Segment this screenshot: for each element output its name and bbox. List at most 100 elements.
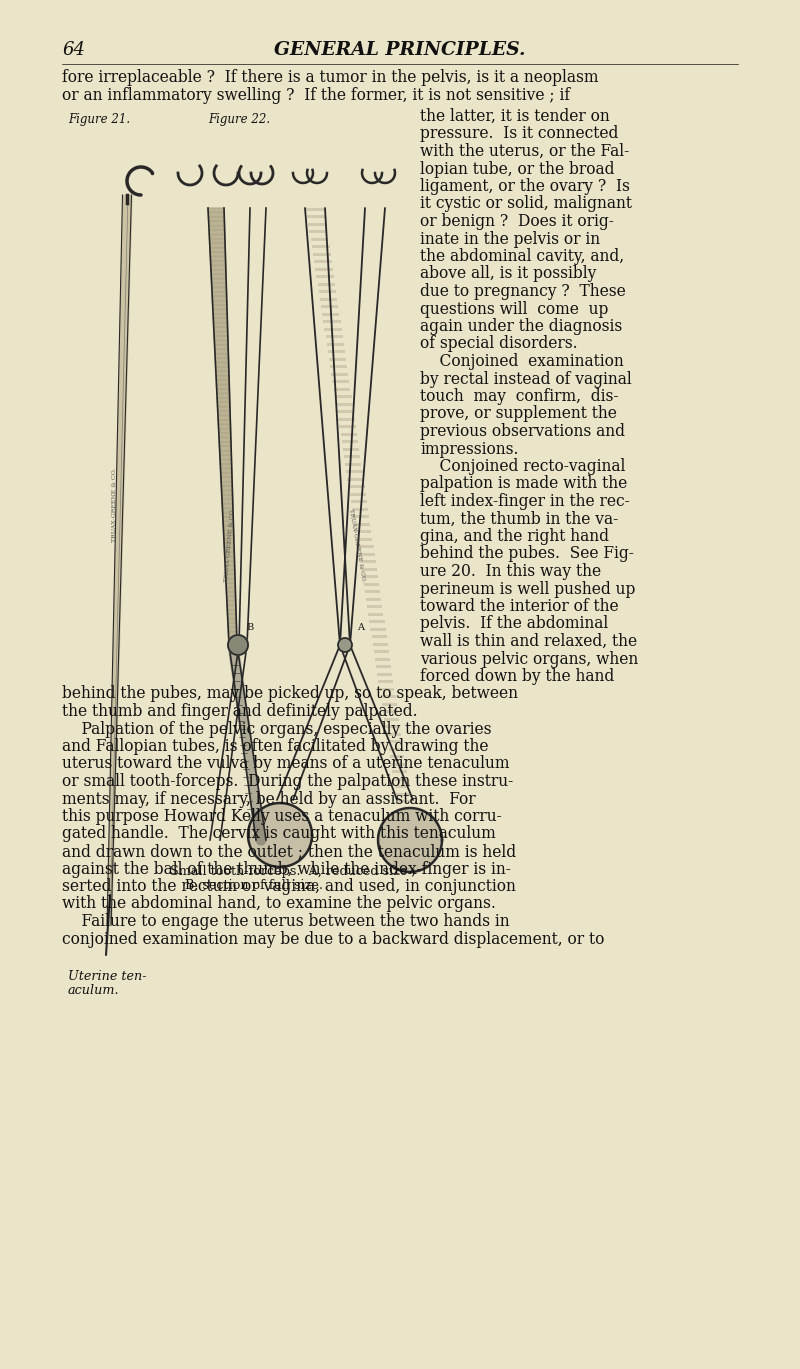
Text: by rectal instead of vaginal: by rectal instead of vaginal <box>420 371 632 387</box>
Text: impressions.: impressions. <box>420 441 518 457</box>
Polygon shape <box>215 363 229 367</box>
Polygon shape <box>378 672 392 676</box>
Polygon shape <box>221 468 232 472</box>
Polygon shape <box>386 726 400 728</box>
Polygon shape <box>391 763 406 765</box>
Polygon shape <box>223 522 234 526</box>
Polygon shape <box>248 804 312 867</box>
Text: questions will  come  up: questions will come up <box>420 301 608 318</box>
Polygon shape <box>376 665 391 668</box>
Polygon shape <box>384 717 398 720</box>
Polygon shape <box>217 393 230 398</box>
Polygon shape <box>333 381 350 383</box>
Polygon shape <box>366 598 381 601</box>
Text: again under the diagnosis: again under the diagnosis <box>420 318 622 335</box>
Text: Palpation of the pelvic organs, especially the ovaries: Palpation of the pelvic organs, especial… <box>62 720 491 738</box>
Polygon shape <box>229 641 237 645</box>
Polygon shape <box>354 523 370 526</box>
Polygon shape <box>215 353 229 359</box>
Polygon shape <box>210 252 226 256</box>
Polygon shape <box>227 615 236 619</box>
Text: gina, and the right hand: gina, and the right hand <box>420 528 609 545</box>
Text: conjoined examination may be due to a backward displacement, or to: conjoined examination may be due to a ba… <box>62 931 604 947</box>
Polygon shape <box>339 426 356 428</box>
Polygon shape <box>226 570 235 575</box>
Polygon shape <box>314 260 332 263</box>
Polygon shape <box>220 460 232 464</box>
Polygon shape <box>225 552 234 557</box>
Polygon shape <box>210 240 225 244</box>
Polygon shape <box>323 320 341 323</box>
Polygon shape <box>392 769 406 773</box>
Polygon shape <box>368 613 383 616</box>
Polygon shape <box>218 411 230 415</box>
Text: wall is thin and relaxed, the: wall is thin and relaxed, the <box>420 632 637 650</box>
Polygon shape <box>334 396 351 398</box>
Text: 64: 64 <box>62 41 85 59</box>
Text: Small tooth-forceps.  A, reduced size ;: Small tooth-forceps. A, reduced size ; <box>170 865 416 878</box>
Polygon shape <box>370 620 385 623</box>
Polygon shape <box>216 375 229 381</box>
Polygon shape <box>378 680 394 683</box>
Polygon shape <box>370 627 386 631</box>
Text: B, section of full size.: B, section of full size. <box>185 879 323 893</box>
Polygon shape <box>209 222 225 226</box>
Polygon shape <box>325 329 342 331</box>
Polygon shape <box>389 747 403 750</box>
Polygon shape <box>226 587 235 591</box>
Polygon shape <box>209 216 224 222</box>
Polygon shape <box>218 428 230 433</box>
Polygon shape <box>226 579 235 583</box>
Polygon shape <box>218 415 230 420</box>
Text: and Fallopian tubes, is often facilitated by drawing the: and Fallopian tubes, is often facilitate… <box>62 738 489 754</box>
Polygon shape <box>223 530 234 535</box>
Polygon shape <box>214 319 227 323</box>
Polygon shape <box>375 657 390 661</box>
Text: previous observations and: previous observations and <box>420 423 625 439</box>
Polygon shape <box>378 808 442 872</box>
Polygon shape <box>214 345 228 349</box>
Text: lopian tube, or the broad: lopian tube, or the broad <box>420 160 614 178</box>
Polygon shape <box>225 557 234 561</box>
Polygon shape <box>227 601 236 605</box>
Text: aculum.: aculum. <box>68 984 119 997</box>
Text: Failure to engage the uterus between the two hands in: Failure to engage the uterus between the… <box>62 913 510 930</box>
Polygon shape <box>336 402 353 405</box>
Polygon shape <box>210 261 226 266</box>
Polygon shape <box>224 535 234 539</box>
Text: the abdominal cavity, and,: the abdominal cavity, and, <box>420 248 624 266</box>
Polygon shape <box>337 411 354 413</box>
Text: or small tooth-forceps.  During the palpation these instru-: or small tooth-forceps. During the palpa… <box>62 773 514 790</box>
Polygon shape <box>214 327 228 331</box>
Polygon shape <box>222 486 233 490</box>
Polygon shape <box>226 583 235 587</box>
Polygon shape <box>381 695 395 698</box>
Text: ments may, if necessary, be held by an assistant.  For: ments may, if necessary, be held by an a… <box>62 790 476 808</box>
Polygon shape <box>318 283 335 286</box>
Polygon shape <box>217 389 230 393</box>
Polygon shape <box>331 372 348 376</box>
Polygon shape <box>212 292 226 296</box>
Polygon shape <box>214 341 228 345</box>
Polygon shape <box>330 366 347 368</box>
Text: or an inflammatory swelling ?  If the former, it is not sensitive ; if: or an inflammatory swelling ? If the for… <box>62 86 570 104</box>
Polygon shape <box>383 711 398 713</box>
Polygon shape <box>218 420 230 424</box>
Polygon shape <box>313 253 330 256</box>
Polygon shape <box>365 590 380 593</box>
Polygon shape <box>338 418 355 420</box>
Polygon shape <box>218 402 230 407</box>
Polygon shape <box>225 565 234 570</box>
Polygon shape <box>367 605 382 608</box>
Polygon shape <box>228 623 237 627</box>
Polygon shape <box>210 244 225 248</box>
Polygon shape <box>341 433 357 435</box>
Polygon shape <box>215 359 229 363</box>
Text: perineum is well pushed up: perineum is well pushed up <box>420 580 635 597</box>
Polygon shape <box>219 438 231 442</box>
Polygon shape <box>346 471 362 474</box>
Polygon shape <box>312 245 330 248</box>
Polygon shape <box>380 687 394 690</box>
Polygon shape <box>220 450 231 455</box>
Polygon shape <box>316 275 334 278</box>
